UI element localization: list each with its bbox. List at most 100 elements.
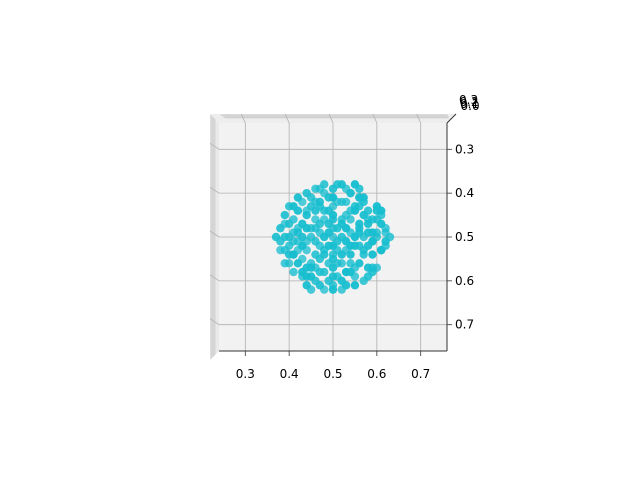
data-point [311, 250, 320, 259]
data-point [320, 206, 329, 215]
data-point [289, 215, 298, 224]
data-point [328, 215, 338, 224]
data-point [280, 219, 289, 229]
y-tick-label: 0.7 [455, 318, 474, 332]
data-point [385, 232, 395, 242]
z-tick-label: 0.0 [461, 99, 480, 113]
left-pane [210, 114, 219, 360]
x-tick-labels: 0.3 0.4 0.5 0.6 0.7 [236, 367, 430, 381]
y-tick-label: 0.3 [455, 142, 474, 156]
y-tick-label: 0.5 [455, 230, 474, 244]
data-point [350, 202, 360, 211]
data-point [271, 232, 281, 242]
y-grid-left [209, 274, 220, 282]
data-point [368, 250, 377, 259]
x-tick-label: 0.4 [280, 367, 299, 381]
data-point [315, 241, 325, 250]
data-point [320, 180, 329, 189]
data-point [350, 180, 360, 189]
data-point [377, 206, 386, 215]
y-tick-labels: 0.3 0.4 0.5 0.6 0.7 [455, 142, 474, 331]
data-point [293, 193, 303, 202]
data-point [311, 276, 320, 286]
data-point [363, 241, 373, 250]
data-point [302, 206, 311, 215]
y-tick-label: 0.6 [455, 274, 474, 288]
data-point [337, 259, 346, 268]
data-point [306, 263, 316, 272]
data-point [346, 188, 355, 198]
x-grid-top [284, 113, 290, 124]
data-point [324, 228, 333, 237]
data-point [320, 285, 329, 294]
data-point [284, 250, 294, 259]
data-point [280, 210, 289, 220]
tick-marks [244, 148, 452, 356]
data-point [289, 237, 298, 246]
data-point [355, 219, 364, 229]
data-point [315, 267, 325, 277]
data-point [355, 241, 364, 250]
data-point [346, 215, 355, 224]
data-point [337, 215, 346, 224]
data-point [302, 237, 311, 246]
data-point [363, 272, 373, 281]
data-point [293, 245, 303, 255]
data-point [328, 193, 338, 202]
data-point [355, 228, 364, 237]
data-point [363, 219, 373, 229]
z-tick-labels: 0.30.20.10.0 [459, 93, 480, 113]
data-point [298, 254, 307, 264]
data-point [350, 281, 360, 290]
data-point [368, 263, 377, 272]
y-grid-left [209, 186, 220, 194]
data-point [289, 267, 298, 277]
data-point [320, 250, 329, 259]
data-point [280, 259, 289, 268]
z-tick-label: 0.3 [459, 93, 478, 107]
data-point [337, 285, 346, 294]
z-tick-label: 0.1 [460, 97, 479, 111]
x-tick-label: 0.6 [367, 367, 386, 381]
data-point [324, 241, 333, 250]
y-grid-left [209, 142, 220, 150]
y-grid-left [209, 318, 220, 326]
x-grid-top [416, 113, 422, 124]
data-point [306, 285, 316, 294]
data-point [346, 241, 355, 250]
data-point [328, 281, 338, 290]
data-point [311, 197, 320, 207]
y-tick-label: 0.4 [455, 186, 474, 200]
data-point [293, 224, 303, 233]
data-point [355, 259, 364, 268]
data-point [355, 193, 364, 202]
data-point [359, 210, 368, 220]
data-point [372, 215, 382, 224]
z-tick-label: 0.2 [460, 95, 479, 109]
data-point [328, 184, 338, 193]
data-point [302, 245, 311, 255]
data-point [302, 224, 311, 233]
x-grid-top [240, 113, 246, 124]
data-point [302, 272, 311, 281]
y-grid-left [209, 230, 220, 238]
data-points [271, 180, 395, 294]
x-tick-label: 0.5 [323, 367, 342, 381]
data-point [346, 267, 355, 277]
z-axis-line [446, 113, 457, 124]
data-point [368, 228, 377, 237]
data-point [333, 237, 342, 246]
data-point [328, 272, 338, 281]
data-point [377, 245, 386, 255]
data-point [311, 224, 320, 233]
x-tick-label: 0.3 [236, 367, 255, 381]
data-point [289, 202, 298, 211]
data-point [341, 197, 351, 207]
data-point [341, 224, 351, 233]
x-grid-top [372, 113, 378, 124]
data-point [337, 180, 346, 189]
data-point [333, 224, 342, 233]
data-point [328, 250, 338, 259]
x-tick-label: 0.7 [411, 367, 430, 381]
